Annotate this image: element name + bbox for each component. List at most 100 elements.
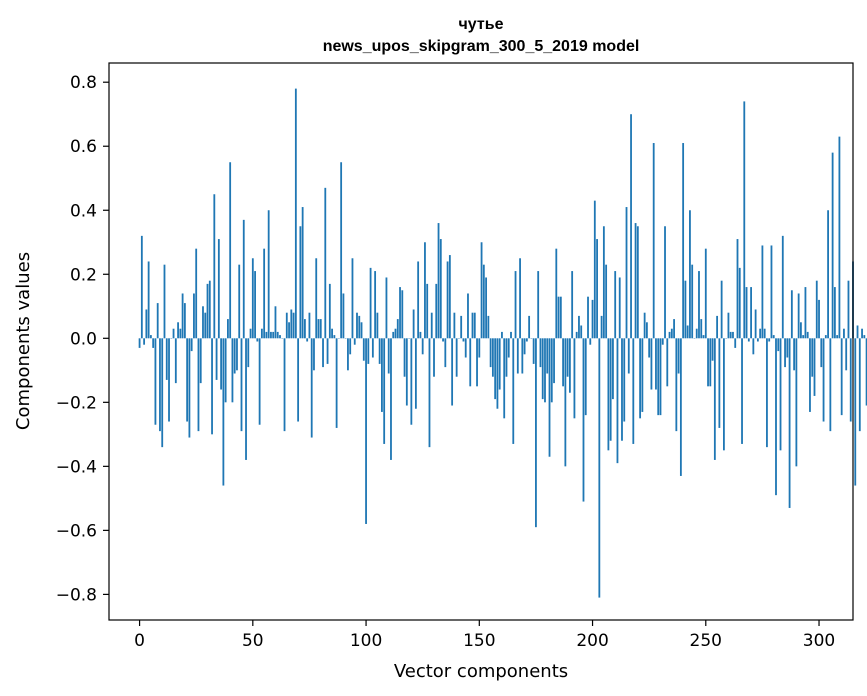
bar-103 xyxy=(371,338,374,358)
bar-23 xyxy=(190,338,193,352)
bar-213 xyxy=(621,338,623,441)
bar-76 xyxy=(310,338,313,438)
bar-176 xyxy=(537,271,540,339)
bar-198 xyxy=(587,296,589,339)
bar-194 xyxy=(578,315,580,339)
bar-127 xyxy=(426,283,429,339)
bar-244 xyxy=(691,264,694,339)
bar-221 xyxy=(639,338,642,419)
bar-220 xyxy=(636,226,639,339)
bar-230 xyxy=(659,338,662,416)
bar-316 xyxy=(854,338,857,486)
bar-142 xyxy=(460,315,463,339)
bar-64 xyxy=(283,338,286,432)
bar-128 xyxy=(428,338,431,448)
bar-46 xyxy=(242,219,245,339)
bar-227 xyxy=(652,143,655,339)
bar-255 xyxy=(716,315,719,339)
bar-145 xyxy=(467,293,469,339)
y-tick-label: 0.8 xyxy=(70,73,97,93)
bar-44 xyxy=(238,264,241,339)
bar-138 xyxy=(451,338,454,406)
bar-58 xyxy=(270,331,272,339)
bar-235 xyxy=(670,328,673,339)
bar-121 xyxy=(412,309,415,339)
bar-299 xyxy=(815,280,818,339)
bar-268 xyxy=(745,287,748,339)
bar-53 xyxy=(258,338,261,425)
bar-156 xyxy=(491,338,494,377)
bar-224 xyxy=(645,322,648,339)
bar-180 xyxy=(546,338,549,374)
bar-117 xyxy=(403,338,406,377)
bar-232 xyxy=(664,226,666,339)
bar-270 xyxy=(750,287,752,339)
bar-72 xyxy=(301,207,304,339)
x-tick-label: 50 xyxy=(242,631,264,651)
x-tick-label: 150 xyxy=(463,631,495,651)
bar-106 xyxy=(378,338,381,364)
bar-10 xyxy=(161,338,164,448)
bar-318 xyxy=(858,338,861,432)
bar-279 xyxy=(770,245,773,339)
bar-182 xyxy=(550,338,553,403)
bar-70 xyxy=(297,338,300,422)
bar-89 xyxy=(340,162,343,339)
bar-312 xyxy=(845,338,848,371)
bar-229 xyxy=(657,338,660,416)
bar-39 xyxy=(227,319,229,339)
bar-164 xyxy=(510,331,512,339)
bar-206 xyxy=(605,264,608,339)
bar-120 xyxy=(410,338,413,425)
y-tick-label: −0.8 xyxy=(56,585,97,605)
bar-184 xyxy=(555,248,558,339)
bar-115 xyxy=(399,287,401,339)
bar-162 xyxy=(505,338,508,377)
bar-94 xyxy=(351,258,354,339)
bar-27 xyxy=(199,338,202,384)
bar-73 xyxy=(304,319,306,339)
bar-217 xyxy=(630,114,632,339)
bar-25 xyxy=(195,248,198,339)
bar-321 xyxy=(865,338,867,406)
bar-249 xyxy=(702,335,705,339)
bar-163 xyxy=(507,338,510,358)
x-tick-label: 0 xyxy=(134,631,145,651)
bar-294 xyxy=(804,287,807,339)
bar-262 xyxy=(732,331,734,339)
chart-title: чутье news_upos_skipgram_300_5_2019 mode… xyxy=(323,16,640,55)
bar-24 xyxy=(193,293,195,339)
bar-302 xyxy=(822,338,825,422)
bar-218 xyxy=(632,338,635,444)
bar-97 xyxy=(358,315,361,339)
bar-154 xyxy=(487,315,490,339)
bar-195 xyxy=(580,325,583,339)
bar-296 xyxy=(809,338,811,412)
bar-60 xyxy=(274,306,277,339)
bar-201 xyxy=(593,200,596,339)
bar-289 xyxy=(793,338,796,371)
bar-2 xyxy=(143,338,146,345)
bar-174 xyxy=(532,338,535,364)
bar-314 xyxy=(849,338,852,422)
bar-28 xyxy=(202,306,204,339)
bar-96 xyxy=(356,312,358,339)
bar-66 xyxy=(288,322,290,339)
bar-5 xyxy=(149,335,152,339)
y-axis-label: Components values xyxy=(13,252,34,430)
x-axis-label: Vector components xyxy=(394,661,568,682)
bar-216 xyxy=(627,338,630,374)
bar-253 xyxy=(711,338,714,361)
bar-185 xyxy=(557,296,560,339)
bar-288 xyxy=(790,290,793,339)
bar-281 xyxy=(775,338,777,496)
bar-266 xyxy=(741,338,743,444)
bar-81 xyxy=(322,338,324,368)
bar-87 xyxy=(335,338,338,428)
bar-85 xyxy=(331,328,333,339)
bar-148 xyxy=(473,312,476,339)
bar-212 xyxy=(618,277,621,339)
x-tick-label: 100 xyxy=(350,631,382,651)
bar-242 xyxy=(686,325,689,339)
